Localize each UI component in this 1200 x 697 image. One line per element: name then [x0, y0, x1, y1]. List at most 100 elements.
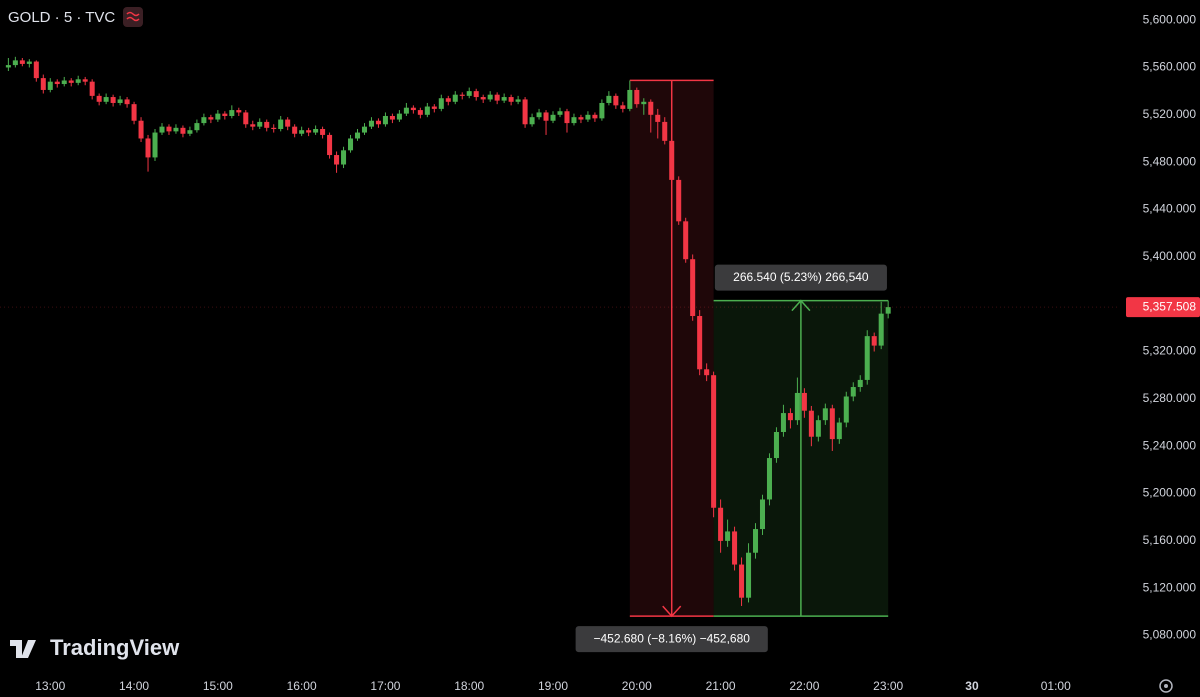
candles	[5, 56, 891, 606]
settings-button[interactable]	[1159, 679, 1173, 693]
candle-body	[822, 408, 828, 421]
candle-body	[459, 94, 465, 96]
candle-body	[704, 369, 710, 376]
candle-body	[836, 422, 842, 440]
candle-body	[75, 79, 81, 83]
candle-body	[578, 117, 584, 120]
candle-body	[361, 126, 368, 133]
measure-label: 266.540 (5.23%) 266,540	[733, 270, 869, 284]
chart-title: GOLD · 5 · TVC	[8, 9, 115, 26]
candle-body	[641, 101, 647, 105]
candle-body	[145, 138, 151, 158]
candle-body	[808, 410, 814, 437]
candle-body	[564, 111, 570, 124]
candle-body	[68, 80, 74, 83]
candle-body	[752, 529, 759, 553]
candle-body	[396, 113, 402, 120]
last-price-box	[1126, 297, 1200, 318]
candle-body	[33, 61, 39, 79]
candle-body	[676, 179, 682, 222]
candle-body	[410, 107, 416, 111]
candle-body	[508, 97, 514, 102]
candle-body	[543, 112, 549, 121]
candle-body	[550, 114, 556, 121]
candle-body	[773, 432, 779, 459]
candle-body	[382, 115, 388, 125]
measure-label-box	[575, 626, 768, 653]
candle-body	[368, 120, 374, 127]
candle-body	[557, 111, 563, 115]
candle-body	[746, 552, 752, 598]
candle-body	[375, 120, 381, 125]
candle-body	[201, 117, 207, 124]
candle-body	[166, 126, 172, 132]
y-tick-label: 5,560.000	[1143, 60, 1197, 74]
candle-body	[5, 65, 11, 68]
x-tick-label: 01:00	[1041, 679, 1071, 693]
candle-body	[236, 110, 242, 113]
candle-body	[152, 132, 158, 158]
candle-body	[787, 413, 793, 421]
candle-body	[522, 99, 528, 125]
candle-body	[250, 124, 256, 127]
candle-body	[536, 112, 542, 118]
candle-body	[452, 94, 458, 102]
candle-body	[697, 316, 703, 370]
candle-body	[19, 60, 25, 64]
candle-body	[690, 259, 696, 317]
y-tick-label: 5,480.000	[1143, 154, 1197, 168]
y-tick-label: 5,520.000	[1143, 107, 1197, 121]
candle-body	[801, 392, 807, 411]
candle-body	[278, 119, 284, 130]
y-tick-label: 5,080.000	[1143, 628, 1197, 642]
candle-body	[110, 97, 116, 103]
candle-body	[222, 113, 228, 116]
y-tick-label: 5,160.000	[1143, 533, 1197, 547]
candle-body	[61, 80, 67, 85]
candle-body	[815, 420, 821, 437]
candle-body	[215, 113, 221, 120]
candle-body	[718, 507, 724, 541]
candle-body	[348, 138, 354, 151]
x-tick-label: 16:00	[287, 679, 317, 693]
candle-body	[829, 408, 835, 440]
candle-body	[857, 379, 863, 388]
logo: TradingView	[10, 635, 180, 660]
candle-body	[438, 98, 444, 109]
candle-body	[257, 121, 263, 127]
candle-body	[424, 106, 430, 115]
candle-body	[864, 336, 870, 380]
candle-body	[515, 99, 521, 102]
candle-body	[634, 89, 640, 105]
candle-body	[417, 110, 423, 115]
x-tick-label: 15:00	[203, 679, 233, 693]
candle-body	[669, 140, 675, 180]
x-tick-label: 17:00	[370, 679, 400, 693]
candle-body	[40, 78, 46, 90]
candle-body	[334, 155, 340, 165]
arrow-head	[662, 605, 682, 618]
candle-body	[878, 313, 884, 346]
candle-body	[850, 387, 856, 397]
candle-body	[320, 129, 326, 135]
candle-body	[732, 531, 738, 565]
candle-body	[780, 413, 786, 433]
candle-body	[711, 375, 717, 508]
candle-body	[585, 114, 591, 120]
candle-body	[613, 95, 619, 106]
candle-body	[389, 115, 395, 120]
candle-body	[843, 396, 849, 423]
y-tick-label: 5,400.000	[1143, 249, 1197, 263]
x-tick-label: 23:00	[873, 679, 903, 693]
candle-body	[131, 104, 137, 121]
candle-body	[26, 61, 32, 64]
candle-body	[208, 117, 214, 120]
y-tick-label: 5,120.000	[1143, 580, 1197, 594]
candle-body	[683, 221, 689, 260]
candle-body	[264, 121, 270, 128]
candle-body	[12, 60, 18, 66]
candle-body	[529, 117, 535, 125]
candle-body	[655, 114, 661, 122]
candle-body	[494, 94, 500, 101]
